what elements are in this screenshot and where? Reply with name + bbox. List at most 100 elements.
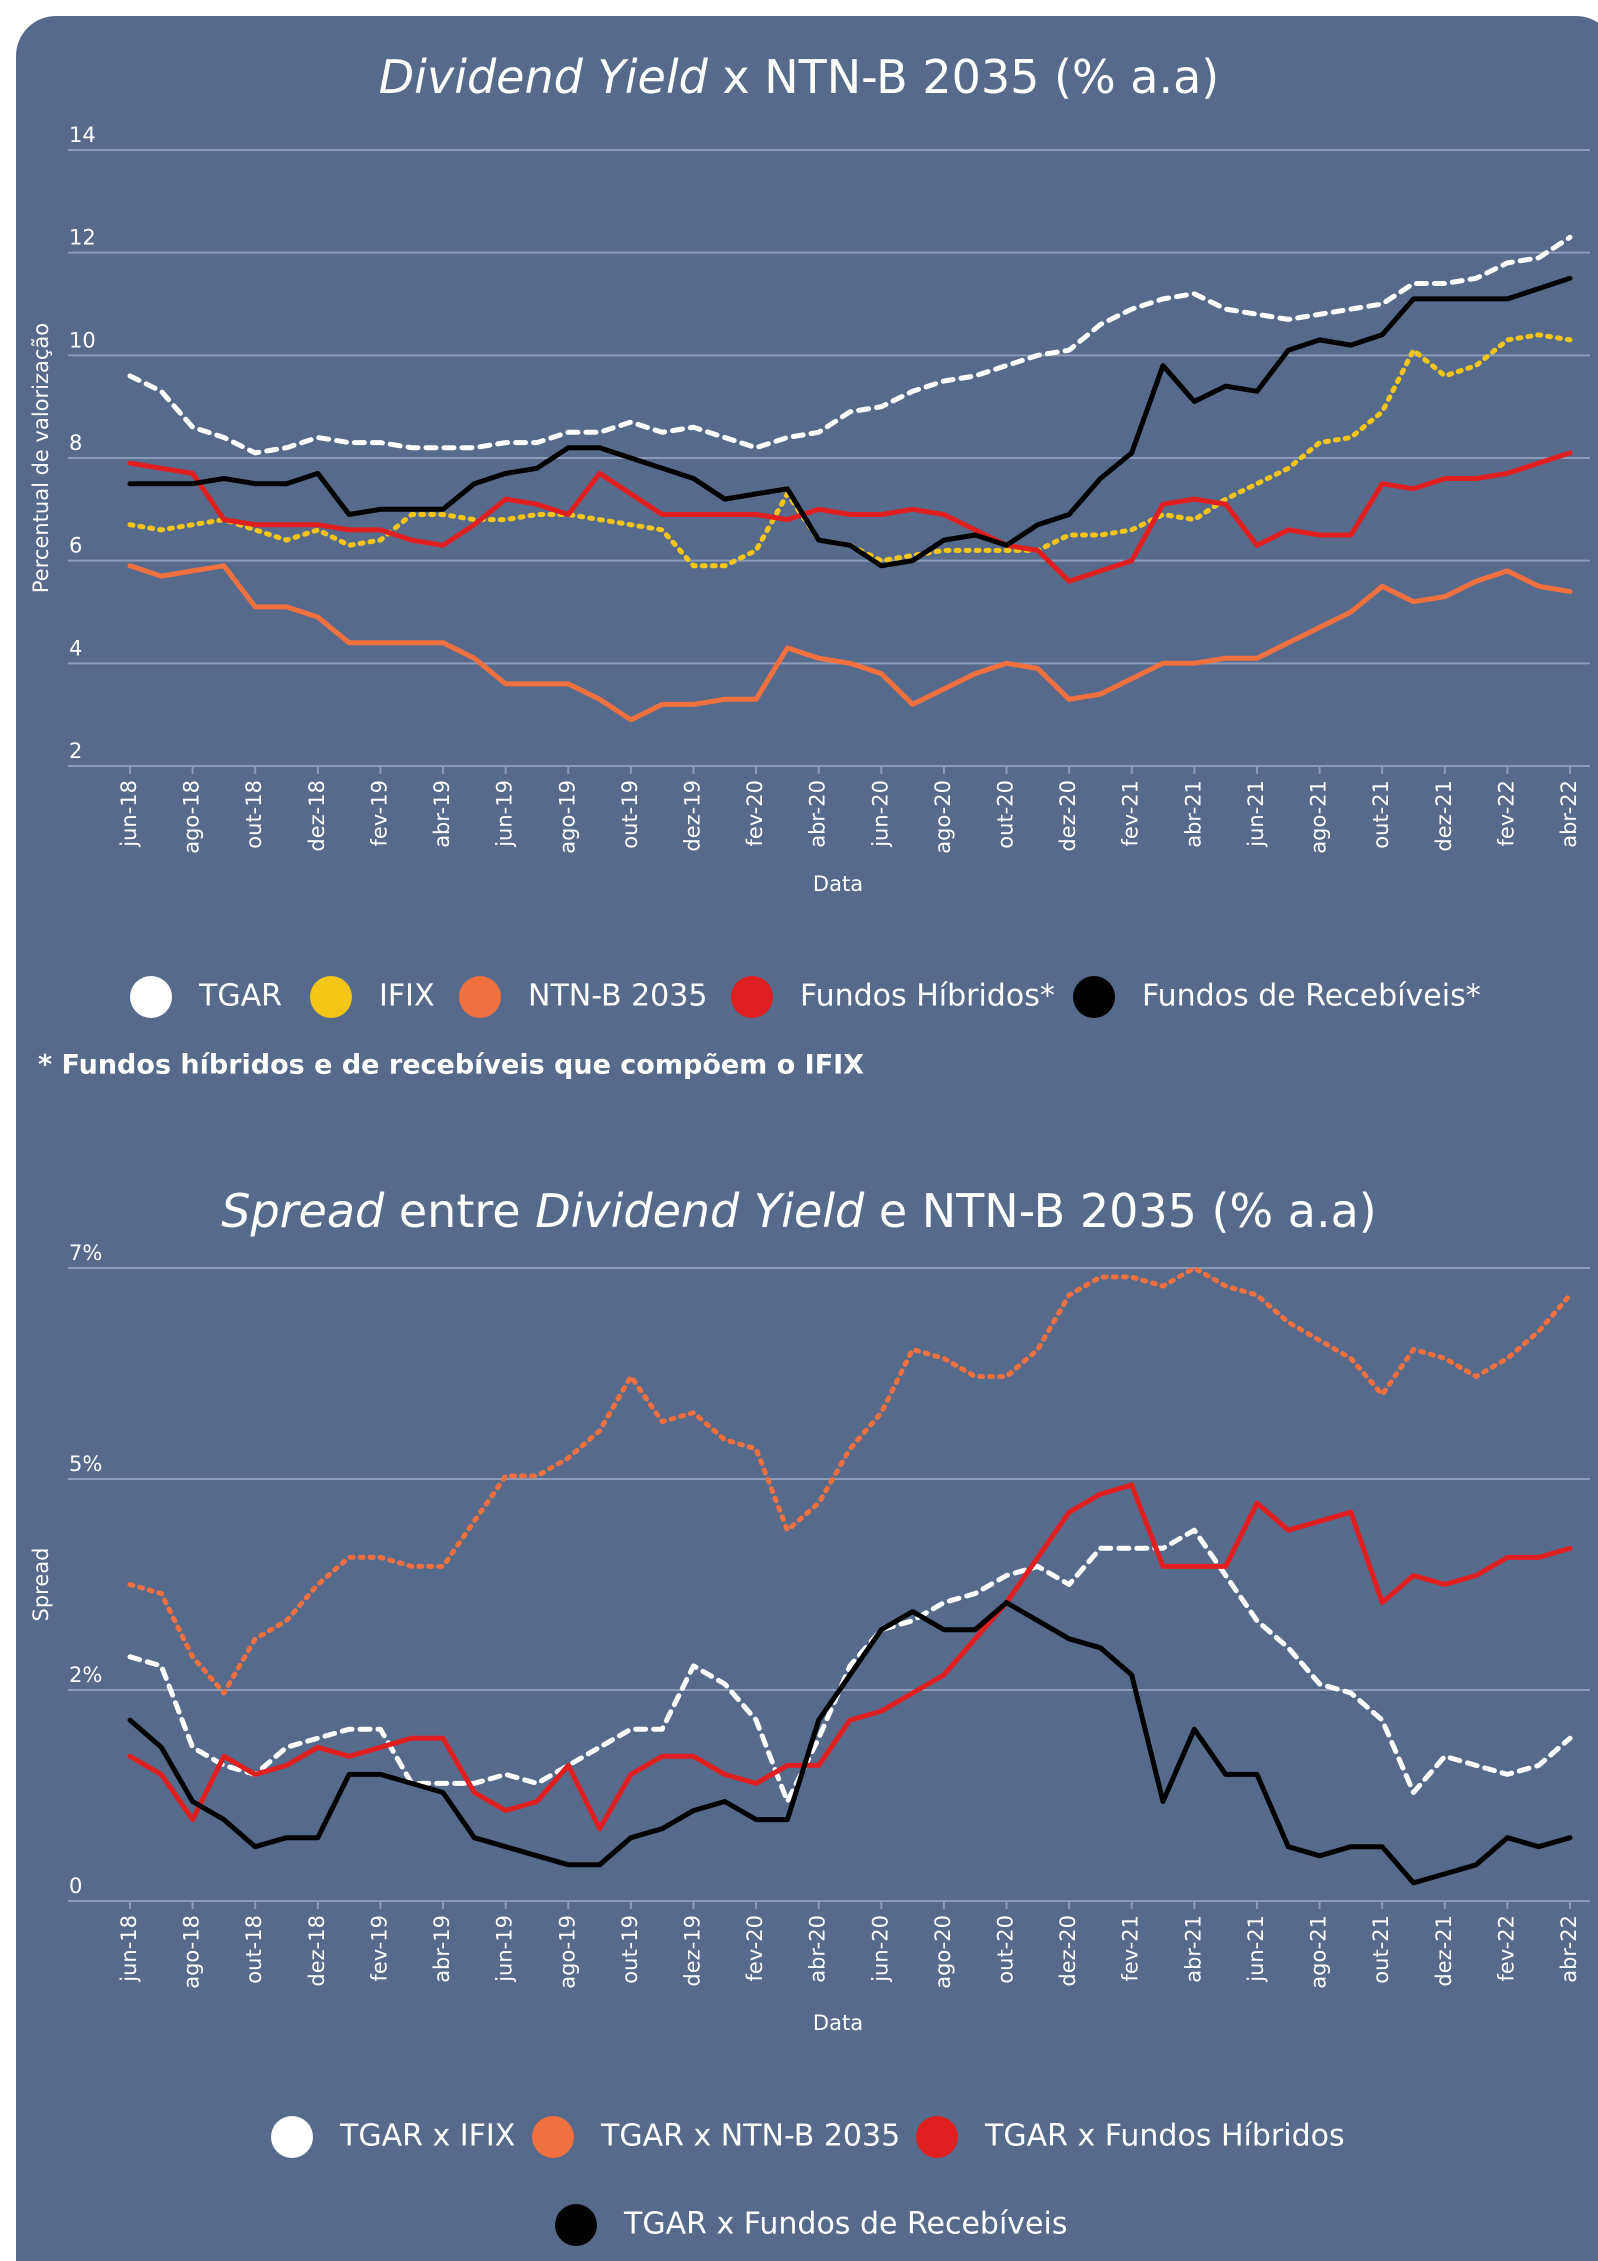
- x-tick-label: dez-20: [1056, 780, 1080, 852]
- legend-swatch: [271, 2116, 313, 2158]
- title-part: Dividend Yield: [379, 50, 709, 104]
- legend-label: TGAR x NTN-B 2035: [600, 2119, 900, 2154]
- x-tick-label: ago-18: [180, 1915, 204, 1989]
- chart-title: Dividend Yield x NTN-B 2035 (% a.a): [379, 50, 1219, 104]
- legend-swatch: [130, 976, 172, 1018]
- title-part: x NTN-B 2035 (% a.a): [708, 50, 1219, 104]
- x-tick-label: fev-19: [367, 1915, 391, 1981]
- x-tick-label: abr-19: [430, 1915, 454, 1983]
- title-part: Spread: [221, 1184, 385, 1238]
- x-tick-label: fev-20: [743, 780, 767, 846]
- x-tick-label: jun-18: [117, 780, 141, 848]
- x-tick-label: fev-21: [1119, 1915, 1143, 1981]
- x-tick-label: out-21: [1369, 1915, 1393, 1984]
- legend-swatch: [310, 976, 352, 1018]
- y-tick-label: 5%: [69, 1452, 102, 1476]
- legend-label: Fundos Híbridos*: [800, 979, 1055, 1014]
- y-axis-label: Spread: [29, 1548, 53, 1622]
- footnote: * Fundos híbridos e de recebíveis que co…: [38, 1050, 864, 1081]
- x-tick-label: jun-20: [868, 780, 892, 848]
- y-tick-label: 7%: [69, 1241, 102, 1265]
- series-line: [127, 1482, 1573, 1832]
- legend-label: TGAR x Fundos de Recebíveis: [623, 2207, 1067, 2242]
- series-line: [127, 234, 1573, 456]
- x-tick-label: fev-21: [1119, 780, 1143, 846]
- y-axis-label: Percentual de valorização: [29, 323, 53, 593]
- x-axis-label: Data: [813, 2011, 863, 2035]
- x-tick-label: ago-21: [1307, 780, 1331, 854]
- chart-title: Spread entre Dividend Yield e NTN-B 2035…: [221, 1184, 1376, 1238]
- legend-swatch: [532, 2116, 574, 2158]
- y-tick-label: 8: [69, 431, 82, 455]
- series-line: [127, 1600, 1573, 1886]
- x-tick-label: out-21: [1369, 780, 1393, 849]
- legend-label: Fundos de Recebíveis*: [1142, 979, 1481, 1014]
- x-tick-label: abr-20: [806, 1915, 830, 1983]
- x-tick-label: abr-20: [806, 780, 830, 848]
- x-tick-label: abr-21: [1181, 1915, 1205, 1983]
- x-tick-label: jun-21: [1244, 780, 1268, 848]
- series-line: [127, 563, 1573, 723]
- x-tick-label: out-20: [994, 1915, 1018, 1984]
- series-line: [127, 450, 1573, 584]
- title-part: e NTN-B 2035 (% a.a): [864, 1184, 1377, 1238]
- y-tick-label: 10: [69, 328, 96, 352]
- x-tick-label: abr-22: [1557, 1915, 1581, 1983]
- y-tick-label: 4: [69, 636, 82, 660]
- x-tick-label: out-18: [242, 780, 266, 849]
- x-tick-label: ago-19: [555, 780, 579, 854]
- x-tick-label: jun-19: [493, 780, 517, 848]
- series-line: [127, 1265, 1573, 1696]
- series-line: [127, 275, 1573, 569]
- x-tick-label: ago-20: [931, 1915, 955, 1989]
- x-tick-label: jun-19: [493, 1915, 517, 1983]
- x-tick-label: dez-21: [1432, 780, 1456, 852]
- panel: [16, 16, 1598, 2261]
- x-tick-label: dez-20: [1056, 1915, 1080, 1987]
- x-tick-label: out-18: [242, 1915, 266, 1984]
- x-tick-label: jun-20: [868, 1915, 892, 1983]
- legend-label: TGAR x IFIX: [339, 2119, 515, 2154]
- x-tick-label: jun-18: [117, 1915, 141, 1983]
- x-tick-label: ago-19: [555, 1915, 579, 1989]
- x-tick-label: fev-22: [1494, 780, 1518, 846]
- legend-label: NTN-B 2035: [528, 979, 707, 1014]
- y-tick-label: 12: [69, 226, 96, 250]
- title-part: Dividend Yield: [535, 1184, 865, 1238]
- legend-swatch: [916, 2116, 958, 2158]
- x-tick-label: abr-21: [1181, 780, 1205, 848]
- legend-swatch: [555, 2204, 597, 2246]
- series-line: [127, 1527, 1573, 1804]
- title-part: entre: [384, 1184, 535, 1238]
- x-tick-label: ago-18: [180, 780, 204, 854]
- x-tick-label: out-19: [618, 1915, 642, 1984]
- y-tick-label: 2%: [69, 1663, 102, 1687]
- x-tick-label: fev-19: [367, 780, 391, 846]
- x-tick-label: abr-19: [430, 780, 454, 848]
- legend-swatch: [731, 976, 773, 1018]
- x-tick-label: out-20: [994, 780, 1018, 849]
- x-tick-label: dez-18: [305, 780, 329, 852]
- legend-label: IFIX: [379, 979, 435, 1014]
- x-tick-label: jun-21: [1244, 1915, 1268, 1983]
- x-tick-label: fev-22: [1494, 1915, 1518, 1981]
- x-tick-label: dez-21: [1432, 1915, 1456, 1987]
- y-tick-label: 14: [69, 123, 96, 147]
- y-tick-label: 6: [69, 534, 82, 558]
- y-tick-label: 2: [69, 739, 82, 763]
- legend-label: TGAR: [198, 979, 282, 1014]
- x-tick-label: ago-20: [931, 780, 955, 854]
- x-tick-label: ago-21: [1307, 1915, 1331, 1989]
- x-tick-label: dez-19: [680, 780, 704, 852]
- x-tick-label: fev-20: [743, 1915, 767, 1981]
- x-tick-label: abr-22: [1557, 780, 1581, 848]
- legend-swatch: [459, 976, 501, 1018]
- y-tick-label: 0: [69, 1874, 82, 1898]
- x-tick-label: dez-18: [305, 1915, 329, 1987]
- legend-label: TGAR x Fundos Híbridos: [984, 2119, 1345, 2154]
- legend-swatch: [1073, 976, 1115, 1018]
- x-axis-label: Data: [813, 872, 863, 896]
- x-tick-label: dez-19: [680, 1915, 704, 1987]
